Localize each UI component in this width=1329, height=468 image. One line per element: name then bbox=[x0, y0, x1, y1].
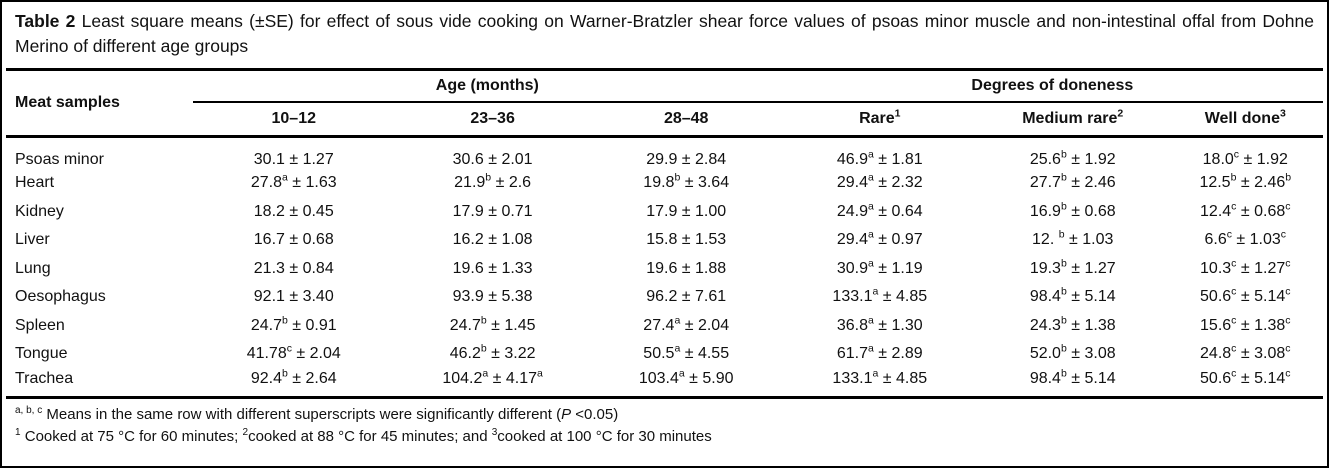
meat-sample-name: Spleen bbox=[15, 316, 65, 334]
value-cell: 24.7b ± 1.45 bbox=[449, 314, 536, 334]
table-row: Tongue 41.78c ± 2.04 46.2b ± 3.22 50.5a ± 4… bbox=[6, 340, 1323, 369]
value-cell: 103.4a ± 5.90 bbox=[638, 367, 734, 387]
value-cell: 92.4b ± 2.64 bbox=[250, 367, 337, 387]
value-cell: 29.9 ± 2.84 bbox=[646, 151, 727, 168]
value-cell: 12.5b ± 2.46b bbox=[1199, 171, 1292, 192]
value-cell: 16.7 ± 0.68 bbox=[253, 231, 334, 249]
value-cell: 24.8c ± 3.08c bbox=[1200, 342, 1291, 363]
value-cell: 52.0b ± 3.08 bbox=[1029, 342, 1116, 363]
group-header-doneness: Degrees of doneness bbox=[781, 69, 1323, 103]
table-row: Trachea 92.4b ± 2.64 104.2a ± 4.17a 103.4a … bbox=[6, 367, 1323, 398]
value-cell: 98.4b ± 5.14 bbox=[1029, 367, 1116, 387]
value-cell: 10.3c ± 1.27c bbox=[1200, 257, 1291, 277]
col-header-rare: Rare1 bbox=[781, 101, 978, 138]
value-cell: 29.4a ± 0.97 bbox=[836, 228, 923, 249]
value-cell: 17.9 ± 1.00 bbox=[646, 202, 727, 220]
value-cell: 24.3b ± 1.38 bbox=[1029, 314, 1116, 334]
table-row: Psoas minor 30.1 ± 1.27 30.6 ± 2.01 29.9 ± … bbox=[6, 137, 1323, 170]
col-header-23-36: 23–36 bbox=[394, 101, 591, 138]
value-cell: 27.7b ± 2.46 bbox=[1029, 171, 1116, 192]
col-header-medium-rare: Medium rare2 bbox=[977, 101, 1168, 138]
value-cell: 36.8a ± 1.30 bbox=[836, 314, 923, 334]
value-cell: 19.6 ± 1.88 bbox=[646, 259, 727, 277]
sub-header-row: 10–12 23–36 28–48 Rare1 Medium rare2 Wel… bbox=[6, 101, 1323, 138]
value-cell: 21.3 ± 0.84 bbox=[253, 259, 334, 277]
value-cell: 12.4c ± 0.68c bbox=[1200, 200, 1291, 220]
value-cell: 41.78c ± 2.04 bbox=[246, 342, 341, 363]
value-cell: 16.2 ± 1.08 bbox=[452, 231, 533, 249]
meat-sample-name: Liver bbox=[15, 231, 50, 249]
col-header-well-done: Well done3 bbox=[1167, 101, 1323, 138]
value-cell: 24.7b ± 0.91 bbox=[250, 314, 337, 334]
table-row: Heart 27.8a ± 1.63 21.9b ± 2.6 19.8b ± 3.64… bbox=[6, 169, 1323, 198]
meat-sample-name: Heart bbox=[15, 174, 55, 192]
value-cell: 30.1 ± 1.27 bbox=[253, 151, 334, 168]
value-cell: 19.3b ± 1.27 bbox=[1029, 257, 1116, 277]
meat-sample-name: Oesophagus bbox=[15, 288, 106, 306]
col-header-28-48: 28–48 bbox=[590, 101, 782, 138]
meat-sample-name: Psoas minor bbox=[15, 151, 104, 168]
table-caption: Table 2 Least square means (±SE) for eff… bbox=[15, 9, 1314, 59]
value-cell: 12. b ± 1.03 bbox=[1032, 228, 1114, 249]
footnote-cooking-conditions: 1 Cooked at 75 °C for 60 minutes; 2cooke… bbox=[15, 427, 712, 446]
footnote-significance: a, b, c Means in the same row with diffe… bbox=[15, 404, 619, 423]
value-cell: 18.2 ± 0.45 bbox=[253, 202, 334, 220]
value-cell: 6.6c ± 1.03c bbox=[1204, 228, 1287, 249]
table-row: Liver 16.7 ± 0.68 16.2 ± 1.08 15.8 ± 1.53 29… bbox=[6, 226, 1323, 255]
value-cell: 50.6c ± 5.14c bbox=[1200, 285, 1291, 306]
value-cell: 92.1 ± 3.40 bbox=[253, 288, 334, 306]
group-header-row: Meat samples Age (months) Degrees of don… bbox=[6, 69, 1323, 138]
table-body: Psoas minor 30.1 ± 1.27 30.6 ± 2.01 29.9 ± … bbox=[6, 137, 1323, 398]
table-caption-text: Least square means (±SE) for effect of s… bbox=[15, 11, 1314, 56]
meat-sample-name: Kidney bbox=[15, 202, 64, 220]
value-cell: 16.9b ± 0.68 bbox=[1029, 200, 1116, 220]
data-table: Meat samples Age (months) Degrees of don… bbox=[6, 68, 1323, 399]
value-cell: 96.2 ± 7.61 bbox=[646, 288, 727, 306]
col-header-10-12: 10–12 bbox=[193, 101, 395, 138]
value-cell: 15.6c ± 1.38c bbox=[1200, 314, 1291, 334]
value-cell: 18.0c ± 1.92 bbox=[1202, 148, 1288, 168]
table-footnotes: a, b, c Means in the same row with diffe… bbox=[15, 404, 1314, 449]
table-row: Kidney 18.2 ± 0.45 17.9 ± 0.71 17.9 ± 1.00 2… bbox=[6, 198, 1323, 227]
value-cell: 61.7a ± 2.89 bbox=[836, 342, 923, 363]
value-cell: 30.9a ± 1.19 bbox=[836, 257, 923, 277]
value-cell: 30.6 ± 2.01 bbox=[452, 151, 533, 168]
col-header-meat-samples: Meat samples bbox=[6, 69, 193, 138]
value-cell: 93.9 ± 5.38 bbox=[452, 288, 533, 306]
value-cell: 46.9a ± 1.81 bbox=[836, 148, 923, 168]
value-cell: 19.8b ± 3.64 bbox=[643, 171, 730, 192]
value-cell: 46.2b ± 3.22 bbox=[449, 342, 536, 363]
meat-sample-name: Trachea bbox=[15, 370, 74, 387]
value-cell: 25.6b ± 1.92 bbox=[1029, 148, 1116, 168]
meat-sample-name: Tongue bbox=[15, 345, 68, 363]
group-header-age: Age (months) bbox=[193, 69, 782, 103]
value-cell: 104.2a ± 4.17a bbox=[442, 367, 543, 387]
table-number-label: Table 2 bbox=[15, 11, 76, 31]
table-row: Lung 21.3 ± 0.84 19.6 ± 1.33 19.6 ± 1.88 30.… bbox=[6, 255, 1323, 284]
value-cell: 29.4a ± 2.32 bbox=[836, 171, 923, 192]
value-cell: 24.9a ± 0.64 bbox=[836, 200, 923, 220]
value-cell: 17.9 ± 0.71 bbox=[452, 202, 533, 220]
value-cell: 21.9b ± 2.6 bbox=[454, 171, 532, 192]
value-cell: 27.8a ± 1.63 bbox=[250, 171, 337, 192]
value-cell: 27.4a ± 2.04 bbox=[643, 314, 730, 334]
value-cell: 133.1a ± 4.85 bbox=[832, 285, 928, 306]
meat-sample-name: Lung bbox=[15, 259, 51, 277]
table-header: Meat samples Age (months) Degrees of don… bbox=[6, 69, 1323, 138]
value-cell: 50.6c ± 5.14c bbox=[1200, 367, 1291, 387]
value-cell: 19.6 ± 1.33 bbox=[452, 259, 533, 277]
table-row: Oesophagus 92.1 ± 3.40 93.9 ± 5.38 96.2 ± 7… bbox=[6, 283, 1323, 312]
value-cell: 15.8 ± 1.53 bbox=[646, 231, 727, 249]
table-row: Spleen 24.7b ± 0.91 24.7b ± 1.45 27.4a ± 2.… bbox=[6, 312, 1323, 341]
value-cell: 50.5a ± 4.55 bbox=[643, 342, 730, 363]
value-cell: 98.4b ± 5.14 bbox=[1029, 285, 1116, 306]
value-cell: 133.1a ± 4.85 bbox=[832, 367, 928, 387]
